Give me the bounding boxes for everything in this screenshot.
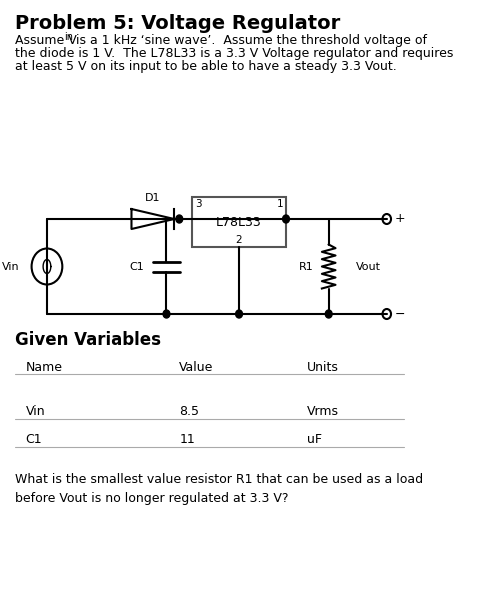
Text: D1: D1: [145, 193, 161, 203]
Circle shape: [236, 310, 243, 318]
Polygon shape: [132, 209, 174, 229]
Text: Vrms: Vrms: [307, 405, 339, 418]
Text: Name: Name: [26, 361, 63, 374]
Circle shape: [163, 310, 170, 318]
Text: Value: Value: [179, 361, 214, 374]
Text: 11: 11: [179, 433, 195, 446]
Circle shape: [382, 214, 391, 224]
Text: Problem 5: Voltage Regulator: Problem 5: Voltage Regulator: [15, 14, 341, 33]
Circle shape: [325, 310, 332, 318]
Text: 8.5: 8.5: [179, 405, 199, 418]
Text: uF: uF: [307, 433, 323, 446]
Text: the diode is 1 V.  The L78L33 is a 3.3 V Voltage regulator and requires: the diode is 1 V. The L78L33 is a 3.3 V …: [15, 47, 454, 60]
Text: in: in: [64, 32, 73, 42]
Text: Vin: Vin: [2, 261, 20, 272]
Text: Vout: Vout: [356, 261, 381, 272]
Text: C1: C1: [26, 433, 42, 446]
Text: Vin: Vin: [26, 405, 45, 418]
Text: 1: 1: [277, 199, 283, 209]
Circle shape: [283, 215, 289, 223]
Text: Given Variables: Given Variables: [15, 331, 162, 349]
Circle shape: [382, 309, 391, 319]
Text: −: −: [394, 308, 405, 320]
Text: is a 1 kHz ‘sine wave’.  Assume the threshold voltage of: is a 1 kHz ‘sine wave’. Assume the thres…: [72, 34, 427, 47]
Text: Assume V: Assume V: [15, 34, 77, 47]
Text: 3: 3: [194, 199, 201, 209]
Circle shape: [176, 215, 183, 223]
Text: Units: Units: [307, 361, 339, 374]
Bar: [192, 197, 286, 247]
Text: What is the smallest value resistor R1 that can be used as a load
before Vout is: What is the smallest value resistor R1 t…: [15, 473, 424, 505]
Text: C1: C1: [130, 261, 144, 272]
Text: at least 5 V on its input to be able to have a steady 3.3 Vout.: at least 5 V on its input to be able to …: [15, 60, 397, 73]
Text: R1: R1: [299, 261, 313, 272]
Text: +: +: [394, 213, 405, 225]
Text: L78L33: L78L33: [216, 216, 262, 228]
Text: 2: 2: [236, 235, 243, 245]
